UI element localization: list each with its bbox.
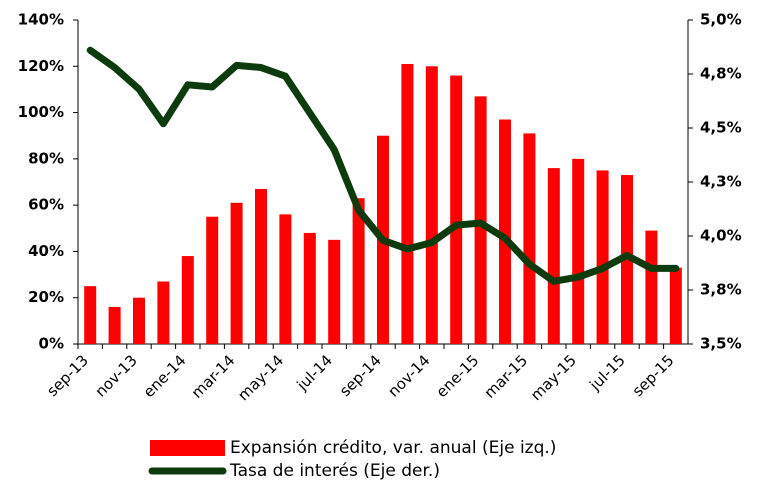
y2-tick-label: 5,0% xyxy=(700,11,742,29)
bar xyxy=(279,214,292,344)
bar xyxy=(230,202,243,344)
x-tick-label: mar-15 xyxy=(481,351,532,402)
bar xyxy=(133,297,145,344)
y-tick-label: 0% xyxy=(39,335,64,353)
y2-tick-label: 3,5% xyxy=(700,335,742,353)
y-tick-label: 100% xyxy=(18,103,64,121)
bar xyxy=(425,66,438,345)
bar xyxy=(621,175,633,344)
y2-tick-label: 4,3% xyxy=(700,173,742,191)
x-tick-label: may-15 xyxy=(527,351,580,404)
bar xyxy=(572,158,585,344)
x-tick-label: sep-13 xyxy=(43,351,92,400)
x-tick-label: ene-15 xyxy=(433,351,483,401)
bar xyxy=(499,119,511,344)
y-tick-label: 60% xyxy=(28,196,64,214)
bar xyxy=(108,306,121,344)
bar xyxy=(547,168,560,344)
bar xyxy=(450,75,463,345)
y-tick-label: 140% xyxy=(18,11,64,29)
y2-tick-label: 4,5% xyxy=(700,119,742,137)
x-tick-label: nov-14 xyxy=(384,351,433,400)
x-tick-label: may-14 xyxy=(234,351,287,404)
x-tick-label: sep-14 xyxy=(336,351,385,400)
bar xyxy=(303,232,316,344)
line xyxy=(86,46,680,285)
y-tick-label: 20% xyxy=(28,288,64,306)
bar xyxy=(206,216,219,344)
y-tick-label: 120% xyxy=(18,57,64,75)
bar xyxy=(401,63,414,344)
y2-tick-label: 3,8% xyxy=(700,281,742,299)
bar xyxy=(352,198,365,344)
bar xyxy=(596,170,609,344)
y2-tick-label: 4,0% xyxy=(700,227,742,245)
y2-tick-label: 4,8% xyxy=(700,65,742,83)
x-tick-label: jul-15 xyxy=(585,351,628,394)
legend-swatch xyxy=(150,440,225,456)
bar xyxy=(255,188,267,344)
bar xyxy=(328,239,341,344)
bar xyxy=(84,286,97,344)
x-tick-label: jul-14 xyxy=(293,351,336,394)
x-tick-label: ene-14 xyxy=(140,351,190,401)
bar xyxy=(157,281,170,344)
legend-label: Expansión crédito, var. anual (Eje izq.) xyxy=(230,438,556,458)
bar xyxy=(669,267,682,344)
y-tick-label: 80% xyxy=(28,149,64,167)
x-tick-label: mar-14 xyxy=(188,351,239,402)
bar xyxy=(523,133,536,344)
x-tick-label: nov-13 xyxy=(92,351,141,400)
y-tick-label: 40% xyxy=(28,242,64,260)
x-tick-label: sep-15 xyxy=(629,351,678,400)
bar xyxy=(181,256,194,344)
bar xyxy=(645,230,658,344)
legend-label: Tasa de interés (Eje der.) xyxy=(229,461,440,481)
